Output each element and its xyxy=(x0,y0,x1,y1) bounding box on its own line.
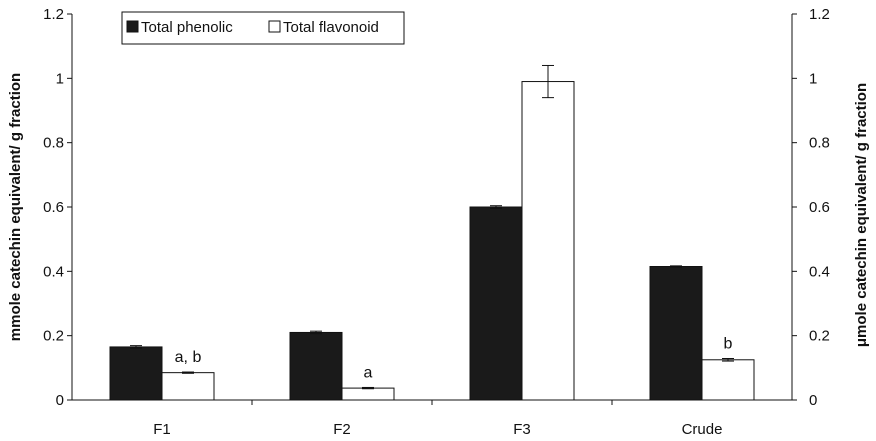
y-tick-label-right: 1.2 xyxy=(809,6,830,23)
bar-total-phenolic xyxy=(469,206,523,401)
significance-label: a xyxy=(364,364,373,381)
y-tick-label-right: 0 xyxy=(809,392,817,409)
y-tick-label-right: 0.8 xyxy=(809,135,830,152)
y-tick-label-left: 0.8 xyxy=(43,135,64,152)
bar-total-phenolic xyxy=(109,346,163,401)
significance-label: a, b xyxy=(175,349,202,366)
y-tick-label-right: 0.6 xyxy=(809,199,830,216)
bar-total-flavonoid xyxy=(521,81,575,401)
bar-total-phenolic xyxy=(289,331,343,401)
y-tick-label-left: 0 xyxy=(56,392,64,409)
y-tick-label-right: 1 xyxy=(809,70,817,87)
x-tick-label: F2 xyxy=(333,421,351,438)
bar-total-phenolic xyxy=(649,266,703,401)
legend-swatch-total-phenolic xyxy=(126,20,139,33)
bar-total-flavonoid xyxy=(701,359,755,401)
annotations-layer: a, b a b xyxy=(175,336,733,382)
y-tick-label-left: 0.2 xyxy=(43,328,64,345)
y-tick-label-left: 1 xyxy=(56,70,64,87)
bar-total-flavonoid xyxy=(341,387,395,401)
y-axis-left-title: mmole catechin equivalent/ g fraction xyxy=(7,73,24,341)
error-bars-layer xyxy=(130,64,734,390)
y-tick-label-right: 0.2 xyxy=(809,328,830,345)
x-tick-label: F1 xyxy=(153,421,171,438)
legend-label-total-phenolic: Total phenolic xyxy=(141,19,233,36)
bars-layer xyxy=(109,81,755,401)
bar-total-flavonoid xyxy=(161,372,215,401)
legend: Total phenolic Total flavonoid xyxy=(121,11,405,45)
x-tick-label: F3 xyxy=(513,421,531,438)
y-axis-right-title: μmole catechin equivalent/ g fraction xyxy=(853,83,870,347)
tick-labels-layer: 0 0.2 0.4 0.6 0.8 1 1.2 0 0.2 0.4 0.6 0.8 1 1.2 F1 F2 F3… xyxy=(43,6,830,438)
x-tick-label: Crude xyxy=(682,421,723,438)
y-tick-label-left: 1.2 xyxy=(43,6,64,23)
axes-layer xyxy=(67,13,797,405)
y-tick-label-right: 0.4 xyxy=(809,263,830,280)
legend-box xyxy=(121,11,405,45)
significance-label: b xyxy=(724,336,733,353)
legend-swatch-total-flavonoid xyxy=(268,20,281,33)
y-tick-label-left: 0.4 xyxy=(43,263,64,280)
legend-label-total-flavonoid: Total flavonoid xyxy=(283,19,379,36)
y-tick-label-left: 0.6 xyxy=(43,199,64,216)
